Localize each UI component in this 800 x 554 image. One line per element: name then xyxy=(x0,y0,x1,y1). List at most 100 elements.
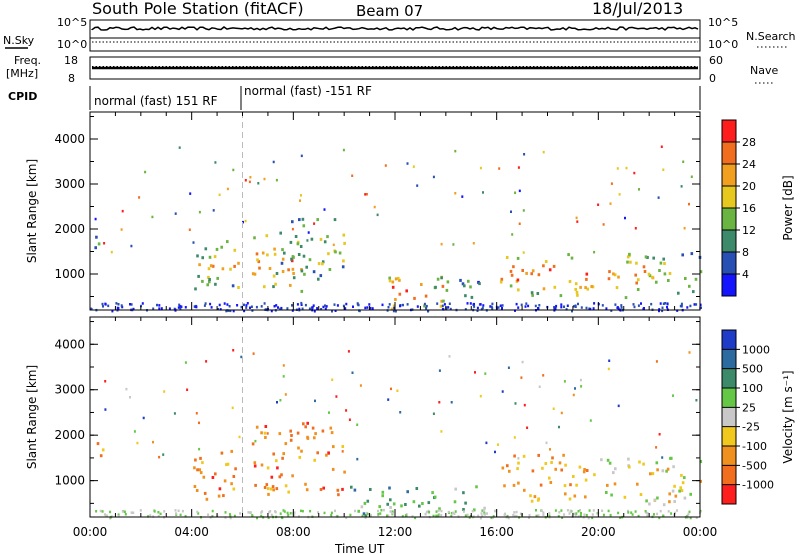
power-cluster-4 xyxy=(275,217,346,281)
freq-label-line1: Freq. xyxy=(14,54,41,67)
velocity-colorbar-cell-6 xyxy=(722,446,736,466)
velocity-colorbar-tick-4: -25 xyxy=(742,421,760,434)
velocity-near-range-scatter xyxy=(95,508,702,520)
power-y-tick-2: 3000 xyxy=(54,177,85,191)
x-tick-3: 12:00 xyxy=(378,525,413,539)
velocity-colorbar-tick-0: 1000 xyxy=(742,343,770,356)
cpid-segment-2: normal (fast) -151 RF xyxy=(244,84,372,98)
velocity-colorbar-cell-1 xyxy=(722,349,736,370)
velocity-y-label: Slant Range [km] xyxy=(25,365,39,469)
velocity-colorbar-cell-7 xyxy=(722,465,736,486)
velocity-colorbar-tick-7: -1000 xyxy=(742,479,774,492)
velocity-colorbar-cell-0 xyxy=(722,330,736,350)
nsearch-label: N.Search xyxy=(746,30,796,43)
power-colorbar-tick-1: 8 xyxy=(742,246,749,259)
noise-top-tick-left: 10^5 xyxy=(57,16,87,29)
station-title: South Pole Station (fitACF) xyxy=(92,0,304,18)
x-tick-6: 00:00 xyxy=(683,525,718,539)
power-cluster-0 xyxy=(94,235,101,250)
nave-tick-top: 60 xyxy=(709,54,723,67)
power-colorbar-tick-2: 12 xyxy=(742,224,756,237)
velocity-cluster-5 xyxy=(600,456,703,507)
power-near-range-scatter xyxy=(90,301,702,313)
velocity-colorbar-cell-5 xyxy=(722,426,736,447)
x-tick-2: 08:00 xyxy=(276,525,311,539)
power-colorbar-cell-3 xyxy=(722,208,736,231)
velocity-sparse-scatter xyxy=(104,349,698,461)
velocity-colorbar-tick-2: 100 xyxy=(742,382,763,395)
velocity-colorbar-cell-8 xyxy=(722,484,736,505)
power-colorbar-cell-6 xyxy=(722,142,736,165)
nave-tick-bottom: 0 xyxy=(709,72,716,85)
date-title: 18/Jul/2013 xyxy=(592,0,683,18)
cpid-segment-1: normal (fast) 151 RF xyxy=(94,94,218,108)
power-colorbar: 4 8 12 16 20 24 28 Power [dB] xyxy=(721,119,795,297)
power-y-label: Slant Range [km] xyxy=(25,159,39,263)
velocity-cluster-3 xyxy=(350,485,486,518)
velocity-colorbar-tick-3: 25 xyxy=(742,401,756,414)
power-y-tick-3: 4000 xyxy=(54,132,85,146)
velocity-scatter xyxy=(95,349,703,520)
power-cluster-1 xyxy=(194,247,217,291)
power-sparse-scatter xyxy=(94,145,693,254)
power-colorbar-cell-4 xyxy=(722,186,736,209)
power-colorbar-cell-2 xyxy=(722,230,736,253)
power-colorbar-tick-4: 20 xyxy=(742,180,756,193)
x-tick-0: 00:00 xyxy=(73,525,108,539)
velocity-cluster-1 xyxy=(193,449,237,501)
noise-bottom-tick-left: 10^0 xyxy=(57,38,87,51)
velocity-cluster-4 xyxy=(501,453,596,503)
velocity-cluster-2 xyxy=(251,421,346,497)
power-cluster-9 xyxy=(644,252,703,295)
power-cluster-6 xyxy=(433,278,481,303)
x-axis-label: Time UT xyxy=(334,542,385,554)
x-tick-4: 16:00 xyxy=(479,525,514,539)
power-colorbar-cell-7 xyxy=(722,120,736,143)
velocity-panel: 1000 2000 3000 4000 Slant Range [km] 00:00 04:… xyxy=(25,316,795,539)
velocity-colorbar: 1000 500 100 25 -25 -100 -500 -1000 Velocity [m … xyxy=(721,329,795,505)
power-cluster-7 xyxy=(499,253,595,298)
power-colorbar-tick-0: 4 xyxy=(742,268,749,281)
freq-tick-bottom: 8 xyxy=(68,72,75,85)
nsky-label: N.Sky xyxy=(3,34,35,47)
velocity-y-tick-3: 4000 xyxy=(54,337,85,351)
x-tick-1: 04:00 xyxy=(174,525,209,539)
velocity-colorbar-cell-3 xyxy=(722,388,736,408)
power-colorbar-cell-1 xyxy=(722,252,736,275)
velocity-colorbar-label: Velocity [m s⁻¹] xyxy=(781,370,795,463)
velocity-colorbar-tick-1: 500 xyxy=(742,363,763,376)
beam-title: Beam 07 xyxy=(356,2,423,20)
velocity-colorbar-cell-2 xyxy=(722,368,736,389)
power-y-tick-1: 2000 xyxy=(54,222,85,236)
velocity-y-tick-2: 3000 xyxy=(54,383,85,397)
power-colorbar-cell-0 xyxy=(722,274,736,297)
freq-label-line2: [MHz] xyxy=(6,67,38,80)
velocity-colorbar-tick-6: -500 xyxy=(742,459,767,472)
velocity-y-tick-1: 2000 xyxy=(54,428,85,442)
power-colorbar-tick-5: 24 xyxy=(742,158,756,171)
power-colorbar-tick-6: 28 xyxy=(742,136,756,149)
velocity-y-tick-0: 1000 xyxy=(54,474,85,488)
nave-label: Nave xyxy=(750,64,778,77)
x-tick-5: 20:00 xyxy=(581,525,616,539)
power-cluster-8 xyxy=(607,252,655,300)
power-cluster-2 xyxy=(207,240,240,289)
power-colorbar-label: Power [dB] xyxy=(781,175,795,240)
cpid-label: CPID xyxy=(8,90,37,103)
freq-tick-top: 18 xyxy=(64,54,78,67)
power-colorbar-cell-5 xyxy=(722,164,736,187)
power-colorbar-tick-3: 16 xyxy=(742,202,756,215)
velocity-colorbar-cell-4 xyxy=(722,407,736,428)
noise-top-tick-right: 10^5 xyxy=(708,16,738,29)
power-cluster-3 xyxy=(251,234,304,293)
freq-panel xyxy=(89,56,701,80)
power-y-tick-0: 1000 xyxy=(54,267,85,281)
power-scatter xyxy=(90,145,703,313)
power-cluster-5 xyxy=(388,275,445,311)
power-panel: 1000 2000 3000 4000 Slant Range [km] 4 8 12 16 20… xyxy=(25,111,795,313)
noise-traces xyxy=(91,26,699,43)
velocity-cluster-0 xyxy=(96,442,105,458)
velocity-colorbar-tick-5: -100 xyxy=(742,440,767,453)
noise-bottom-tick-right: 10^0 xyxy=(708,38,738,51)
